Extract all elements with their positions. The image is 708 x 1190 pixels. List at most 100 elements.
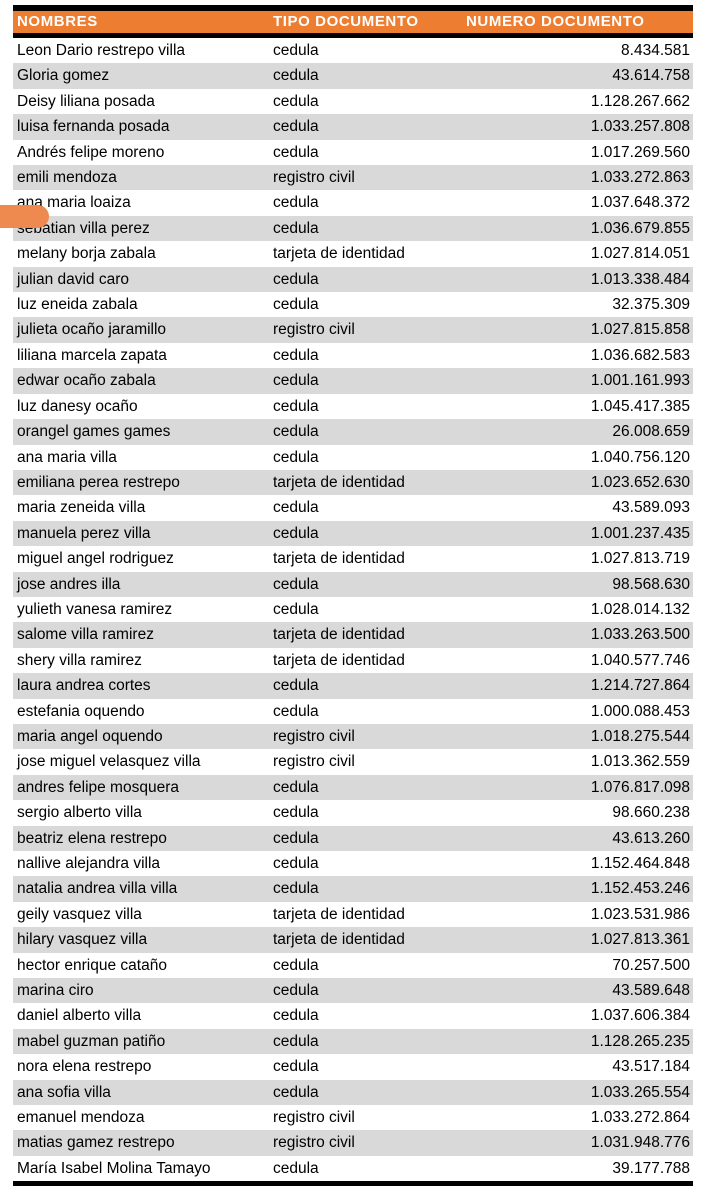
cell-numero-documento: 1.033.265.554 <box>465 1079 693 1106</box>
cell-numero-documento: 1.152.464.848 <box>465 851 693 877</box>
cell-tipo-documento: cedula <box>272 876 465 902</box>
cell-nombre: marina ciro <box>13 978 272 1004</box>
cell-tipo-documento: cedula <box>272 139 465 166</box>
table-row: Gloria gomez cedula 43.614.758 <box>13 63 693 89</box>
table-row: salome villa ramirez tarjeta de identida… <box>13 622 693 648</box>
cell-numero-documento: 1.031.948.776 <box>465 1130 693 1156</box>
cell-tipo-documento: registro civil <box>272 749 465 775</box>
cell-numero-documento: 98.568.630 <box>465 571 693 597</box>
cell-nombre: hilary vasquez villa <box>13 927 272 953</box>
cell-numero-documento: 1.001.161.993 <box>465 368 693 394</box>
cell-tipo-documento: tarjeta de identidad <box>272 901 465 928</box>
table-row: estefania oquendo cedula 1.000.088.453 <box>13 698 693 724</box>
document-table: NOMBRES TIPO DOCUMENTO NUMERO DOCUMENTO … <box>13 5 693 1187</box>
cell-tipo-documento: cedula <box>272 190 465 216</box>
cell-tipo-documento: cedula <box>272 495 465 521</box>
cell-numero-documento: 26.008.659 <box>465 419 693 445</box>
cell-nombre: emili mendoza <box>13 165 272 191</box>
table-row: emiliana perea restrepo tarjeta de ident… <box>13 469 693 496</box>
table-row: jose miguel velasquez villa registro civ… <box>13 749 693 775</box>
cell-numero-documento: 1.036.682.583 <box>465 342 693 369</box>
cell-numero-documento: 1.033.263.500 <box>465 622 693 648</box>
cell-nombre: beatriz elena restrepo <box>13 825 272 851</box>
cell-nombre: liliana marcela zapata <box>13 342 272 369</box>
col-header-numero-documento: NUMERO DOCUMENTO <box>465 5 693 38</box>
cell-tipo-documento: tarjeta de identidad <box>272 622 465 648</box>
cell-tipo-documento: cedula <box>272 825 465 851</box>
cell-tipo-documento: tarjeta de identidad <box>272 647 465 674</box>
table-row: daniel alberto villa cedula 1.037.606.38… <box>13 1003 693 1029</box>
cell-nombre: sebatian villa perez <box>13 215 272 242</box>
cell-tipo-documento: cedula <box>272 596 465 623</box>
cell-tipo-documento: registro civil <box>272 317 465 343</box>
cell-nombre: salome villa ramirez <box>13 622 272 648</box>
cell-tipo-documento: cedula <box>272 342 465 369</box>
cell-nombre: nora elena restrepo <box>13 1054 272 1080</box>
cell-numero-documento: 1.076.817.098 <box>465 774 693 801</box>
cell-numero-documento: 43.589.648 <box>465 978 693 1004</box>
cell-nombre: Leon Dario restrepo villa <box>13 35 272 64</box>
cell-nombre: natalia andrea villa villa <box>13 876 272 902</box>
table-row: julian david caro cedula 1.013.338.484 <box>13 266 693 293</box>
cell-tipo-documento: cedula <box>272 673 465 699</box>
header-row: NOMBRES TIPO DOCUMENTO NUMERO DOCUMENTO <box>13 5 693 38</box>
cell-numero-documento: 1.128.267.662 <box>465 88 693 115</box>
cell-nombre: emiliana perea restrepo <box>13 469 272 496</box>
table-row: luz eneida zabala cedula 32.375.309 <box>13 292 693 318</box>
cell-tipo-documento: cedula <box>272 215 465 242</box>
col-header-tipo-documento: TIPO DOCUMENTO <box>272 5 465 38</box>
cell-numero-documento: 1.033.272.863 <box>465 165 693 191</box>
table-header: NOMBRES TIPO DOCUMENTO NUMERO DOCUMENTO <box>13 5 693 38</box>
cell-nombre: luz danesy ocaño <box>13 393 272 420</box>
cell-nombre: geily vasquez villa <box>13 901 272 928</box>
table-row: sebatian villa perez cedula 1.036.679.85… <box>13 215 693 242</box>
cell-tipo-documento: cedula <box>272 292 465 318</box>
cell-numero-documento: 43.517.184 <box>465 1054 693 1080</box>
cell-numero-documento: 98.660.238 <box>465 800 693 826</box>
cell-nombre: luisa fernanda posada <box>13 114 272 140</box>
cell-tipo-documento: tarjeta de identidad <box>272 546 465 572</box>
table-body: Leon Dario restrepo villa cedula 8.434.5… <box>13 35 693 1187</box>
cell-tipo-documento: registro civil <box>272 723 465 750</box>
table-row: yulieth vanesa ramirez cedula 1.028.014.… <box>13 596 693 623</box>
cell-numero-documento: 32.375.309 <box>465 292 693 318</box>
cell-nombre: mabel guzman patiño <box>13 1028 272 1055</box>
cell-numero-documento: 1.013.338.484 <box>465 266 693 293</box>
cell-nombre: andres felipe mosquera <box>13 774 272 801</box>
cell-nombre: Andrés felipe moreno <box>13 139 272 166</box>
table-row: shery villa ramirez tarjeta de identidad… <box>13 647 693 674</box>
cell-tipo-documento: tarjeta de identidad <box>272 469 465 496</box>
cell-numero-documento: 43.614.758 <box>465 63 693 89</box>
cell-numero-documento: 1.018.275.544 <box>465 723 693 750</box>
table-row: nallive alejandra villa cedula 1.152.464… <box>13 851 693 877</box>
cell-nombre: maria zeneida villa <box>13 495 272 521</box>
cell-tipo-documento: cedula <box>272 419 465 445</box>
cell-nombre: maria angel oquendo <box>13 723 272 750</box>
cell-numero-documento: 1.000.088.453 <box>465 698 693 724</box>
cell-numero-documento: 1.214.727.864 <box>465 673 693 699</box>
cell-nombre: emanuel mendoza <box>13 1105 272 1131</box>
orange-marker-shape <box>0 205 49 228</box>
cell-nombre: ana maria loaiza <box>13 190 272 216</box>
cell-numero-documento: 1.027.814.051 <box>465 241 693 267</box>
cell-nombre: jose miguel velasquez villa <box>13 749 272 775</box>
cell-numero-documento: 1.017.269.560 <box>465 139 693 166</box>
cell-nombre: manuela perez villa <box>13 520 272 547</box>
cell-tipo-documento: registro civil <box>272 1105 465 1131</box>
table-row: mabel guzman patiño cedula 1.128.265.235 <box>13 1028 693 1055</box>
cell-numero-documento: 1.027.813.719 <box>465 546 693 572</box>
cell-tipo-documento: cedula <box>272 1054 465 1080</box>
cell-numero-documento: 1.023.531.986 <box>465 901 693 928</box>
table-row: hilary vasquez villa tarjeta de identida… <box>13 927 693 953</box>
cell-numero-documento: 1.027.815.858 <box>465 317 693 343</box>
cell-nombre: ana sofia villa <box>13 1079 272 1106</box>
cell-numero-documento: 1.023.652.630 <box>465 469 693 496</box>
table-row: geily vasquez villa tarjeta de identidad… <box>13 901 693 928</box>
cell-numero-documento: 1.128.265.235 <box>465 1028 693 1055</box>
cell-tipo-documento: cedula <box>272 393 465 420</box>
table-row: liliana marcela zapata cedula 1.036.682.… <box>13 342 693 369</box>
table-row: María Isabel Molina Tamayo cedula 39.177… <box>13 1155 693 1187</box>
cell-nombre: shery villa ramirez <box>13 647 272 674</box>
table-row: ana maria villa cedula 1.040.756.120 <box>13 444 693 470</box>
